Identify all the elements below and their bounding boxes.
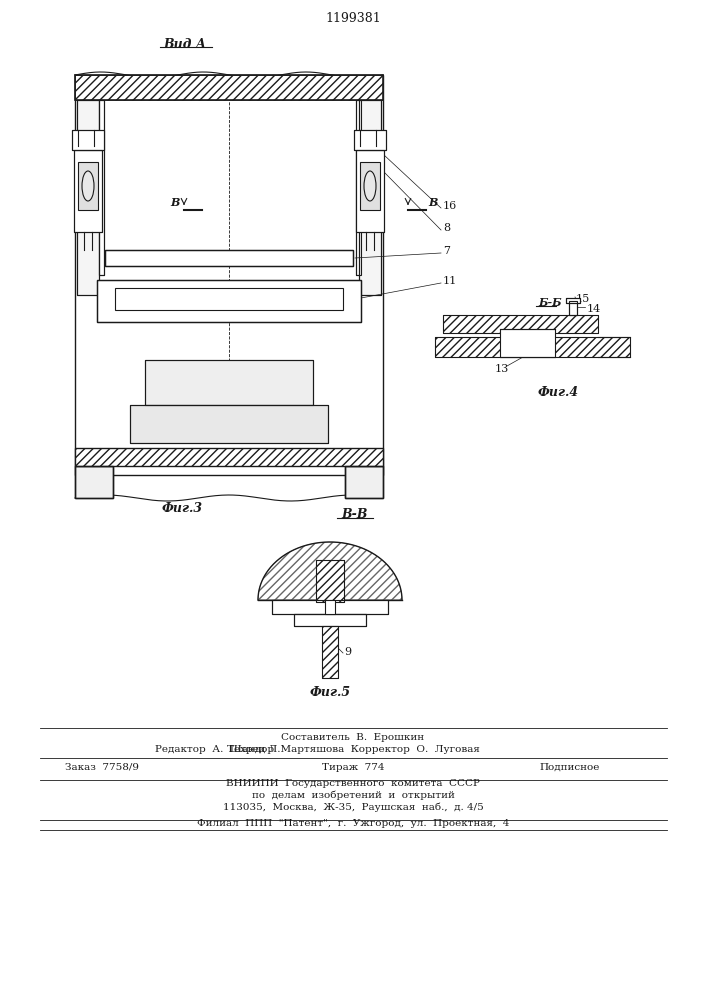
Text: Составитель  В.  Ерошкин: Составитель В. Ерошкин (281, 734, 425, 742)
Text: 9: 9 (344, 647, 351, 657)
Text: Б-Б: Б-Б (538, 296, 561, 308)
Text: Подписное: Подписное (540, 762, 600, 772)
Bar (569, 301, 577, 315)
Bar (359, 100, 381, 295)
Text: 8: 8 (443, 223, 450, 233)
Text: 14: 14 (587, 304, 601, 314)
Bar (356, 100, 361, 275)
Bar (356, 150, 384, 232)
Bar (272, 600, 388, 614)
Polygon shape (258, 542, 402, 600)
Bar (443, 315, 598, 333)
Bar (294, 614, 366, 626)
Bar (115, 288, 343, 310)
Text: 7: 7 (443, 246, 450, 256)
Text: Техред Л.Мартяшова  Корректор  О.  Луговая: Техред Л.Мартяшова Корректор О. Луговая (226, 746, 479, 754)
Text: Редактор  А.  Шандор: Редактор А. Шандор (155, 746, 274, 754)
Bar (77, 100, 99, 295)
Bar (345, 466, 383, 498)
Bar (356, 100, 361, 275)
Bar (97, 280, 361, 322)
Bar (569, 301, 577, 315)
Text: В: В (428, 198, 438, 209)
Text: Вид А: Вид А (163, 37, 206, 50)
Text: Фиг.5: Фиг.5 (310, 686, 351, 698)
Text: по  делам  изобретений  и  открытий: по делам изобретений и открытий (252, 790, 455, 800)
Bar (99, 100, 104, 275)
Bar (75, 75, 383, 475)
Bar (130, 405, 328, 443)
Text: ВНИИПИ  Государственного  комитета  СССР: ВНИИПИ Государственного комитета СССР (226, 778, 480, 788)
Text: В-В: В-В (341, 508, 368, 522)
Bar (566, 298, 580, 303)
Text: 16: 16 (443, 201, 457, 211)
Text: 113035,  Москва,  Ж-35,  Раушская  наб.,  д. 4/5: 113035, Москва, Ж-35, Раушская наб., д. … (223, 802, 484, 812)
Bar (435, 337, 630, 357)
Bar (316, 560, 344, 602)
Bar (145, 360, 313, 405)
Ellipse shape (82, 171, 94, 201)
Bar (97, 280, 361, 322)
Bar (72, 130, 104, 150)
Bar (74, 150, 102, 232)
Bar (75, 448, 383, 466)
Bar (75, 75, 383, 100)
Bar (443, 315, 598, 333)
Bar (75, 75, 383, 100)
Text: 1199381: 1199381 (325, 11, 381, 24)
Ellipse shape (364, 171, 376, 201)
Bar (360, 162, 380, 210)
Bar (435, 337, 630, 357)
Text: 15: 15 (576, 294, 590, 304)
Bar (72, 130, 104, 150)
Bar (105, 250, 353, 266)
Text: 13: 13 (495, 364, 509, 374)
Bar (345, 466, 383, 498)
Text: В: В (170, 198, 180, 209)
Bar (75, 466, 113, 498)
Text: Фиг.3: Фиг.3 (161, 502, 203, 514)
Text: Филиал  ППП  "Патент",  г.  Ужгород,  ул.  Проектная,  4: Филиал ППП "Патент", г. Ужгород, ул. Про… (197, 820, 509, 828)
Bar (99, 100, 104, 275)
Bar (294, 614, 366, 626)
Bar (272, 600, 388, 614)
Bar (130, 405, 328, 443)
Bar (359, 100, 381, 295)
Text: Заказ  7758/9: Заказ 7758/9 (65, 762, 139, 772)
Bar (77, 100, 99, 295)
Bar (325, 600, 335, 614)
Bar (322, 626, 338, 678)
Text: Тираж  774: Тираж 774 (322, 762, 384, 772)
Bar (74, 150, 102, 232)
Bar (322, 626, 338, 678)
Bar (500, 329, 555, 357)
Bar (105, 250, 353, 266)
Bar (354, 130, 386, 150)
Bar (566, 298, 580, 303)
Bar (75, 466, 113, 498)
Bar (356, 150, 384, 232)
Bar (316, 560, 344, 602)
Bar (78, 162, 98, 210)
Bar (75, 448, 383, 466)
Bar (145, 360, 313, 405)
Text: Фиг.4: Фиг.4 (538, 386, 579, 399)
Bar (354, 130, 386, 150)
Text: 11: 11 (443, 276, 457, 286)
